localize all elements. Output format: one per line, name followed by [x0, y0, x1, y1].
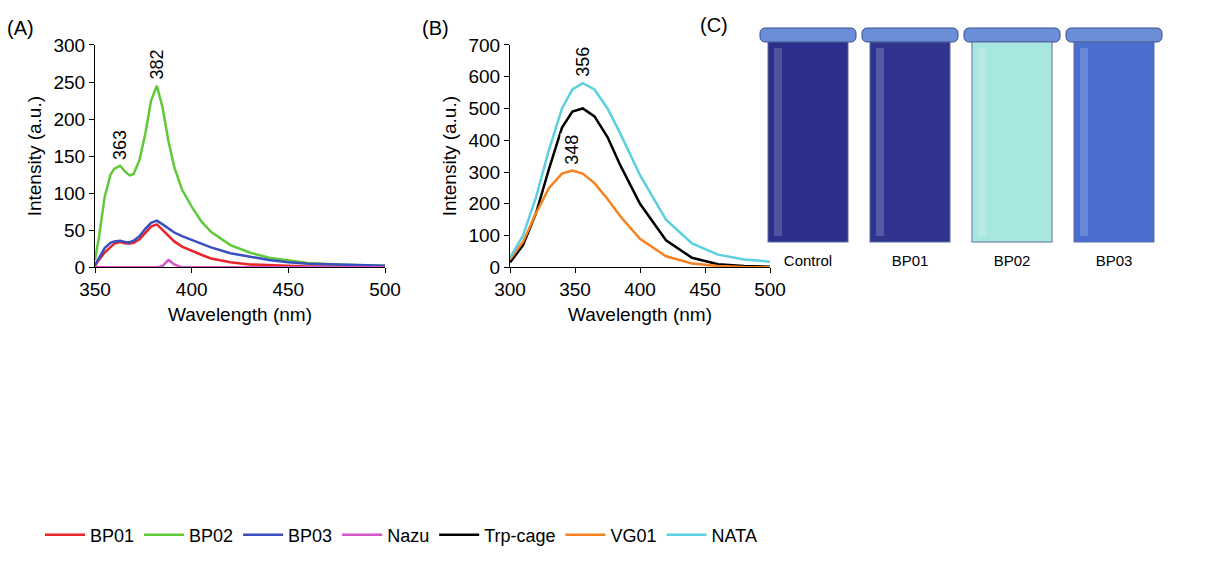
- svg-text:150: 150: [53, 146, 85, 167]
- svg-text:400: 400: [624, 279, 656, 300]
- svg-text:BP02: BP02: [994, 252, 1031, 269]
- svg-text:BP03: BP03: [1096, 252, 1133, 269]
- svg-text:700: 700: [468, 35, 500, 56]
- svg-text:400: 400: [176, 279, 208, 300]
- svg-text:(B): (B): [422, 17, 449, 39]
- svg-text:300: 300: [494, 279, 526, 300]
- svg-text:(A): (A): [7, 17, 34, 39]
- svg-text:Wavelength (nm): Wavelength (nm): [568, 304, 712, 325]
- svg-text:500: 500: [468, 98, 500, 119]
- svg-text:BP02: BP02: [189, 526, 233, 546]
- svg-text:100: 100: [53, 183, 85, 204]
- svg-text:450: 450: [272, 279, 304, 300]
- svg-text:348: 348: [562, 135, 582, 165]
- svg-text:BP01: BP01: [892, 252, 929, 269]
- svg-text:100: 100: [468, 225, 500, 246]
- svg-text:Intensity (a.u.): Intensity (a.u.): [439, 96, 460, 216]
- svg-text:0: 0: [490, 257, 501, 278]
- svg-text:363: 363: [110, 130, 130, 160]
- svg-text:Control: Control: [784, 252, 832, 269]
- svg-text:450: 450: [689, 279, 721, 300]
- svg-text:500: 500: [369, 279, 401, 300]
- svg-text:250: 250: [53, 72, 85, 93]
- svg-text:382: 382: [147, 50, 167, 80]
- svg-text:VG01: VG01: [611, 526, 657, 546]
- svg-text:300: 300: [53, 35, 85, 56]
- svg-text:50: 50: [64, 220, 85, 241]
- svg-text:350: 350: [79, 279, 111, 300]
- svg-text:350: 350: [559, 279, 591, 300]
- svg-text:BP01: BP01: [90, 526, 134, 546]
- svg-text:NATA: NATA: [712, 526, 757, 546]
- svg-text:300: 300: [468, 162, 500, 183]
- svg-text:600: 600: [468, 66, 500, 87]
- svg-text:Trp-cage: Trp-cage: [484, 526, 555, 546]
- svg-text:0: 0: [75, 257, 86, 278]
- svg-text:Nazu: Nazu: [387, 526, 429, 546]
- svg-text:Wavelength (nm): Wavelength (nm): [168, 304, 312, 325]
- svg-text:(C): (C): [700, 14, 728, 36]
- svg-text:356: 356: [573, 47, 593, 77]
- svg-text:500: 500: [754, 279, 786, 300]
- svg-text:BP03: BP03: [288, 526, 332, 546]
- svg-text:400: 400: [468, 130, 500, 151]
- svg-text:200: 200: [468, 193, 500, 214]
- svg-text:Intensity (a.u.): Intensity (a.u.): [24, 96, 45, 216]
- svg-text:200: 200: [53, 109, 85, 130]
